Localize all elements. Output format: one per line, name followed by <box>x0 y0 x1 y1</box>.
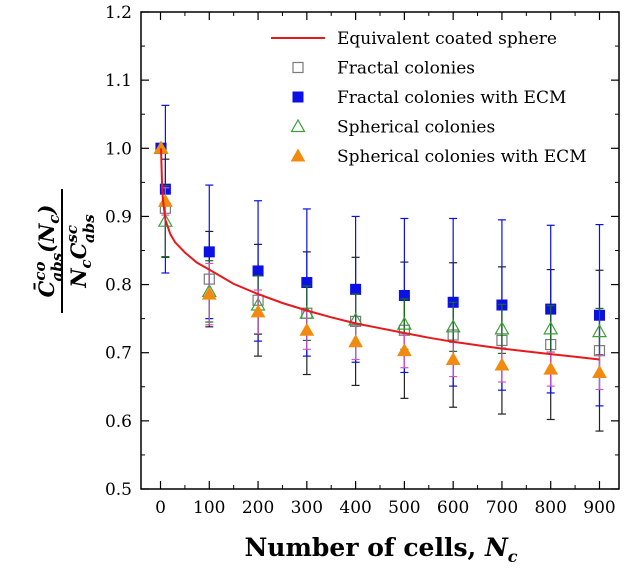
data-point <box>201 286 217 300</box>
data-point <box>157 213 173 227</box>
data-point <box>350 283 362 295</box>
legend-swatch <box>292 61 304 74</box>
y-tick-label: 1.1 <box>105 71 132 91</box>
series-line-equivalent-coated-sphere <box>160 148 600 361</box>
data-point <box>397 343 412 357</box>
x-tick-label: 0 <box>155 498 166 518</box>
data-point <box>203 246 215 258</box>
data-point <box>250 304 266 318</box>
legend-label: Fractal colonies with ECM <box>337 88 566 108</box>
legend-item: Fractal colonies <box>292 59 475 79</box>
y-tick-label: 1.0 <box>105 139 132 159</box>
data-point <box>543 361 559 375</box>
x-tick-label: 700 <box>486 498 518 518</box>
y-tick-label: 0.6 <box>105 412 132 432</box>
data-point <box>494 357 510 371</box>
legend-item: Fractal colonies with ECM <box>292 88 566 108</box>
legend-label: Equivalent coated sphere <box>337 29 557 49</box>
data-point <box>396 316 412 330</box>
data-point <box>543 321 559 335</box>
x-tick-label: 400 <box>339 498 371 518</box>
data-point <box>348 334 363 348</box>
legend-swatch <box>290 118 306 133</box>
data-point <box>592 364 607 378</box>
series-layer <box>153 104 608 432</box>
data-point <box>445 352 461 366</box>
x-tick-label: 800 <box>534 498 566 518</box>
y-tick-label: 0.5 <box>105 480 132 500</box>
legend-item: Equivalent coated sphere <box>271 29 557 49</box>
legend-label: Spherical colonies with ECM <box>337 147 587 167</box>
y-tick-label: 1.2 <box>105 3 132 23</box>
legend-swatch <box>292 91 304 103</box>
y-tick-label: 0.7 <box>105 344 132 364</box>
data-point <box>591 323 608 338</box>
data-point <box>494 321 510 335</box>
legend-swatch <box>290 148 306 162</box>
y-tick-label: 0.8 <box>105 276 132 296</box>
axes: 0 100 200 300 400 500 600 700 800 900 0.5 0.6 0.7 0.8… <box>105 3 620 518</box>
x-tick-label: 600 <box>437 498 469 518</box>
data-point <box>445 319 461 333</box>
axis-labels: Number of cells, Nc C̄coabs(Nc) NcCscabs <box>31 189 518 566</box>
legend-label: Spherical colonies <box>337 118 495 138</box>
x-tick-label: 500 <box>388 498 420 518</box>
x-tick-label: 100 <box>193 498 225 518</box>
data-point <box>252 265 264 277</box>
x-tick-label: 200 <box>242 498 274 518</box>
legend-label: Fractal colonies <box>337 59 475 79</box>
legend-item: Spherical colonies with ECM <box>290 147 587 167</box>
y-axis-label: C̄coabs(Nc) NcCscabs <box>31 189 98 313</box>
x-tick-label: 300 <box>291 498 323 518</box>
series-3 <box>153 140 608 356</box>
series-4 <box>153 140 607 391</box>
series-1 <box>155 142 606 432</box>
data-point <box>299 322 315 336</box>
legend-item: Spherical colonies <box>290 118 495 138</box>
x-axis-label: Number of cells, Nc <box>244 533 517 566</box>
x-tick-label: 900 <box>583 498 615 518</box>
data-point <box>158 193 173 207</box>
y-axis-label-denominator: NcCscabs <box>63 214 98 289</box>
y-axis-label-numerator: C̄coabs(Nc) <box>31 205 66 298</box>
legend: Equivalent coated sphere Fractal colonies… <box>271 29 587 167</box>
y-tick-label: 0.9 <box>105 207 132 227</box>
